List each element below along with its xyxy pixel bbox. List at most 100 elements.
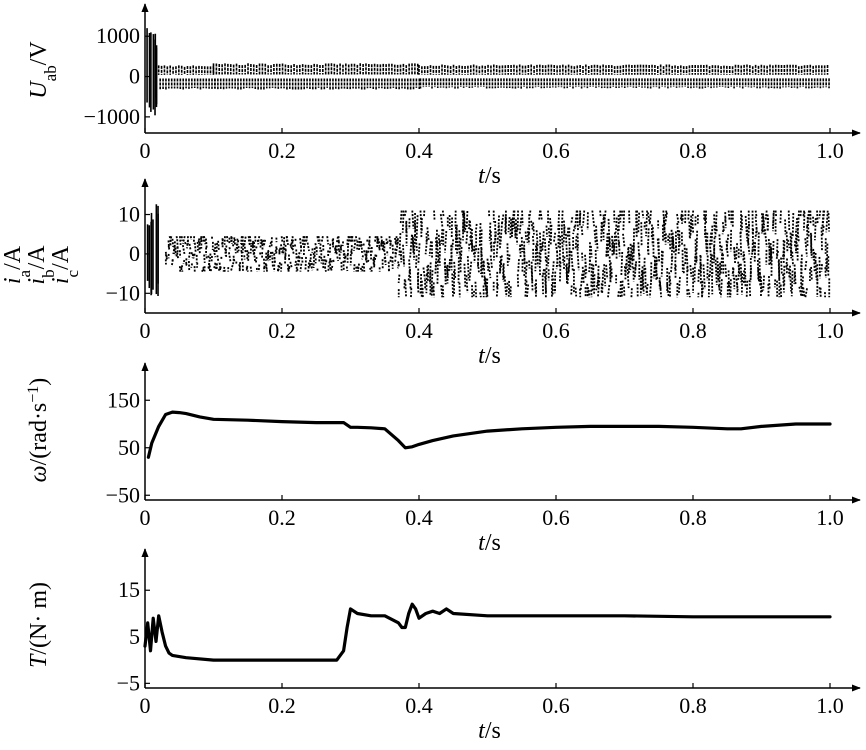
waveform-stroke — [188, 243, 192, 251]
x-tick-label: 0 — [140, 138, 151, 163]
waveform-stroke — [469, 235, 473, 246]
waveform-stroke — [249, 266, 253, 272]
waveform-stroke — [683, 244, 687, 257]
waveform-stroke — [182, 259, 186, 265]
waveform-stroke — [796, 210, 800, 233]
waveform-stroke — [735, 243, 739, 260]
waveform-stroke — [462, 210, 467, 233]
waveform-stroke — [505, 282, 509, 297]
waveform-stroke — [394, 245, 399, 255]
x-axis-label-unit: /s — [485, 343, 501, 369]
x-tick-label: 0.4 — [405, 138, 433, 163]
waveform-stroke — [603, 210, 607, 228]
waveform-stroke — [290, 239, 293, 248]
y-tick-label: 50 — [118, 435, 140, 460]
waveform-stroke — [521, 210, 524, 226]
waveform-stroke — [328, 257, 332, 264]
waveform-stroke — [767, 275, 771, 290]
waveform-stroke — [274, 246, 278, 254]
waveform-stroke — [549, 217, 553, 237]
waveform-stroke — [562, 226, 566, 245]
waveform-stroke — [647, 212, 651, 225]
waveform-stroke — [633, 261, 638, 279]
x-axis-label-var: t — [478, 718, 486, 744]
waveform-stroke — [306, 242, 310, 252]
waveform-stroke — [205, 238, 208, 248]
waveform-stroke — [281, 247, 285, 256]
waveform-stroke — [660, 251, 664, 277]
waveform-stroke — [659, 281, 663, 298]
y-axis-label-var: i — [0, 277, 26, 284]
waveform-stroke — [578, 212, 582, 228]
x-axis-label: t/s — [478, 343, 501, 369]
waveform-stroke — [721, 222, 725, 233]
waveform-stroke — [557, 224, 561, 249]
waveform-stroke — [357, 263, 360, 272]
waveform-stroke — [284, 249, 287, 259]
waveform-stroke — [345, 266, 349, 272]
y-axis-label-close: ) — [26, 378, 52, 386]
waveform-stroke — [668, 233, 672, 250]
waveform-stroke — [164, 251, 168, 258]
x-axis-label-unit: /s — [485, 163, 501, 189]
waveform-stroke — [402, 244, 405, 267]
waveform-stroke — [543, 238, 547, 262]
waveform-stroke — [545, 225, 548, 237]
waveform-stroke — [570, 217, 574, 225]
waveform-stroke — [541, 269, 545, 278]
waveform-stroke — [299, 263, 303, 272]
waveform-stroke — [222, 266, 226, 272]
waveform-stroke — [605, 264, 609, 280]
waveform-stroke — [301, 256, 304, 264]
waveform-stroke — [710, 225, 714, 245]
waveform-stroke — [790, 270, 794, 297]
waveform-stroke — [310, 266, 314, 271]
waveform-stroke — [764, 210, 768, 221]
waveform-stroke — [821, 225, 825, 236]
y-tick-label: 15 — [118, 577, 140, 602]
waveform-stroke — [566, 227, 570, 238]
y-axis-label-unit: /(rad·s — [26, 403, 52, 466]
waveform-stroke — [704, 228, 708, 255]
waveform-stroke — [277, 262, 281, 270]
waveform-stroke — [412, 234, 416, 260]
waveform-stroke — [576, 210, 579, 232]
waveform-stroke — [618, 241, 621, 257]
waveform-stroke — [422, 267, 426, 279]
waveform-stroke — [257, 236, 261, 244]
waveform-stroke — [622, 233, 626, 248]
waveform-stroke — [389, 240, 392, 249]
waveform-stroke — [332, 259, 335, 264]
y-axis-label: ω/(rad·s−1) — [25, 378, 53, 483]
waveform-stroke — [291, 241, 295, 248]
waveform-stroke — [605, 244, 609, 258]
waveform-stroke — [303, 236, 306, 246]
waveform-stroke — [510, 213, 515, 227]
waveform-stroke — [787, 268, 791, 280]
x-axis-label-var: t — [478, 530, 486, 556]
waveform-stroke — [590, 245, 593, 258]
waveform-stroke — [733, 247, 736, 260]
waveform-stroke — [780, 257, 783, 275]
x-tick-label: 0.2 — [268, 318, 296, 343]
waveform-stroke — [526, 284, 530, 298]
waveform-stroke — [607, 284, 611, 298]
waveform-stroke — [247, 235, 251, 241]
waveform-stroke — [266, 251, 270, 260]
waveform-stroke — [662, 210, 666, 233]
waveform-stroke — [497, 225, 501, 249]
waveform-stroke — [643, 221, 646, 230]
waveform-stroke — [735, 275, 739, 291]
waveform-stroke — [814, 261, 818, 280]
waveform-stroke — [790, 233, 793, 257]
waveform-stroke — [489, 242, 493, 253]
y-tick-label: −10 — [106, 280, 140, 305]
waveform-stroke — [271, 257, 274, 268]
waveform-stroke — [319, 243, 322, 252]
waveform-stroke — [409, 269, 412, 291]
x-tick-label: 1.0 — [816, 505, 844, 530]
waveform-stroke — [180, 265, 184, 271]
waveform-stroke — [355, 236, 358, 241]
